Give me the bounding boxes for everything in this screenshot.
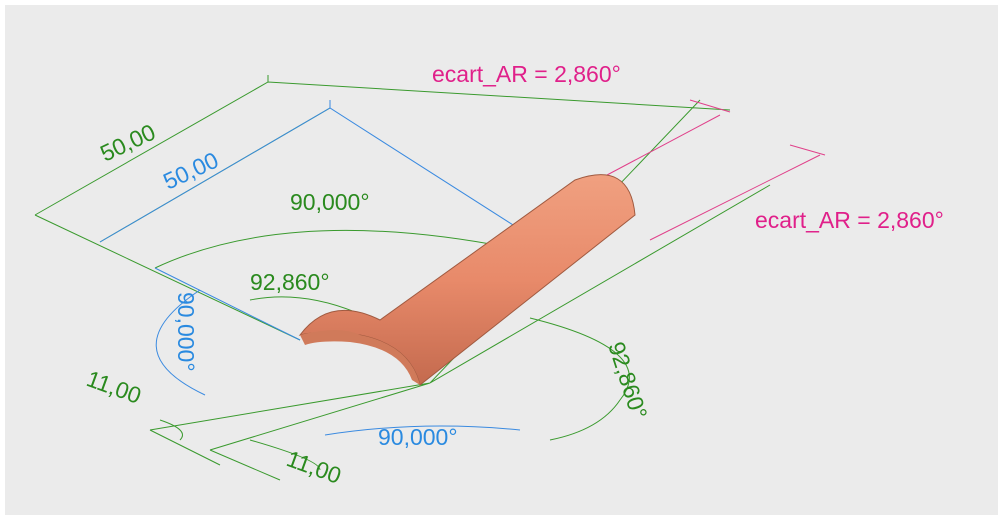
angle-label: 90,000° (378, 424, 458, 450)
angle-label: 90,000° (173, 292, 199, 372)
angle-label: ecart_AR = 2,860° (432, 61, 621, 87)
angle-label: 92,860° (250, 269, 330, 295)
roof-tile (298, 174, 636, 386)
angle-label: ecart_AR = 2,860° (755, 207, 944, 233)
angle-label: 90,000° (290, 189, 370, 215)
